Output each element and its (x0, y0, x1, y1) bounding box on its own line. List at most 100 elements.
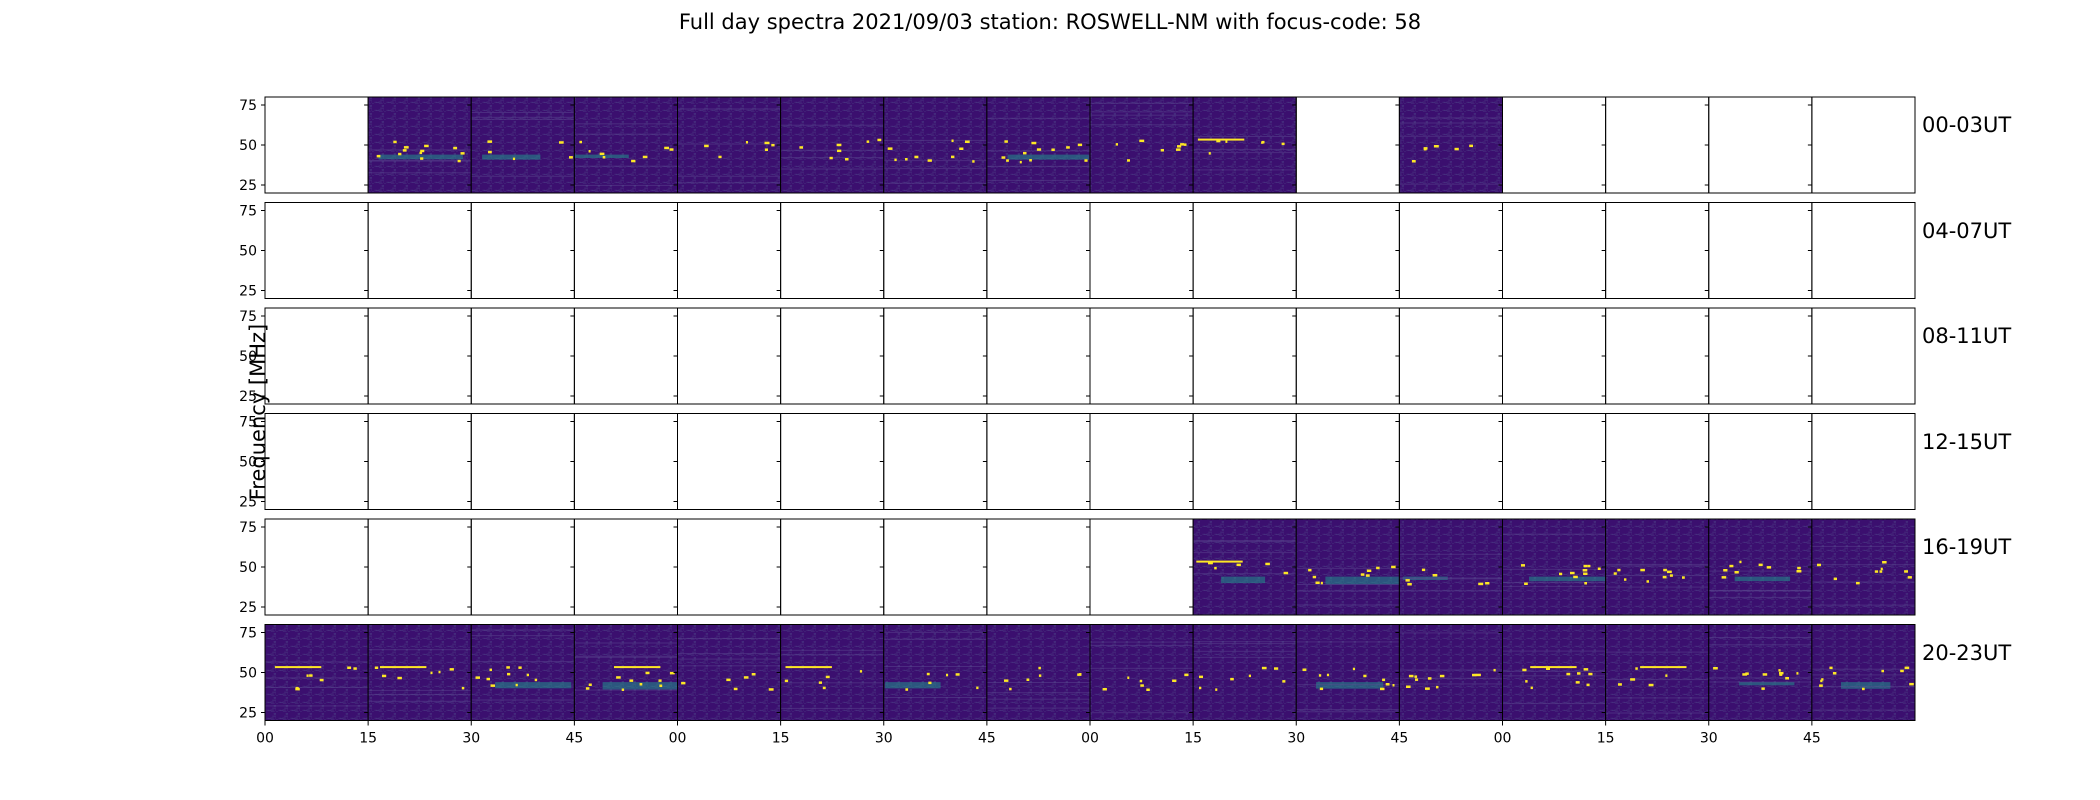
rfi-spike (1667, 570, 1672, 574)
row-label: 20-23UT (1922, 640, 2012, 665)
panel-frame (1605, 307, 1710, 405)
noise-line (883, 666, 987, 667)
panel-frame (367, 518, 472, 616)
rfi-spike (1583, 564, 1588, 568)
rfi-spike (946, 673, 949, 677)
rfi-spike (460, 152, 465, 155)
rfi-spike (506, 666, 510, 669)
rfi-spike (959, 147, 964, 150)
x-tick-label: 30 (1700, 731, 1718, 747)
rfi-spike (1761, 687, 1765, 690)
rfi-spike (1597, 567, 1601, 570)
rfi-spike (1380, 687, 1385, 691)
panel-frame (986, 413, 1091, 510)
rfi-spike (1172, 679, 1177, 682)
rfi-spike (526, 673, 529, 677)
noise-line (1193, 540, 1297, 542)
rfi-spike (926, 672, 930, 676)
noise-line (1296, 567, 1400, 569)
noise-line (1296, 709, 1400, 711)
rfi-spike (419, 151, 423, 155)
rfi-spike (1646, 580, 1649, 583)
rfi-spike (1281, 142, 1285, 146)
panel-frame (677, 202, 782, 299)
noise-line (1605, 697, 1709, 699)
spectrum-panel (368, 97, 472, 193)
rfi-spike (430, 671, 433, 675)
noise-line (1090, 114, 1194, 116)
row-20-23UT: 75 50 25 (239, 624, 1916, 722)
rfi-spike (1721, 576, 1727, 579)
row-label: 04-07UT (1922, 218, 2012, 243)
emission-band (1325, 576, 1412, 585)
noise-line (883, 168, 987, 170)
noise-line (1296, 584, 1400, 585)
panel-frame (1192, 202, 1297, 299)
panel-frame (573, 307, 678, 405)
rfi-spike (1248, 674, 1251, 678)
rfi-spike (1819, 684, 1823, 687)
noise-line (265, 677, 369, 679)
panel-frame (1398, 413, 1503, 510)
rfi-spike (1485, 582, 1490, 585)
spectrum-panel (368, 624, 472, 721)
noise-line (1193, 541, 1297, 543)
rfi-spike (1230, 677, 1234, 681)
rfi-spike (1856, 581, 1860, 585)
rfi-spike (845, 158, 849, 161)
rfi-spike (1874, 570, 1879, 573)
rfi-spike (1862, 687, 1865, 691)
noise-line (574, 165, 678, 167)
rfi-spike (1406, 685, 1411, 688)
rfi-spike (1778, 669, 1781, 672)
rfi-spike (928, 681, 932, 685)
rfi-spike (1319, 687, 1324, 691)
spectrum-panel (677, 97, 781, 193)
noise-line (780, 168, 884, 170)
rfi-spike (1648, 683, 1654, 687)
noise-line (1708, 677, 1812, 679)
panel-frame (780, 307, 885, 405)
rfi-spike (1796, 570, 1802, 573)
rfi-spike (972, 160, 975, 163)
noise-line (574, 656, 678, 658)
rfi-spike (453, 146, 458, 150)
noise-line (1605, 575, 1709, 577)
rfi-spike (726, 678, 731, 682)
rfi-spike (1665, 674, 1668, 677)
panel-frame (986, 307, 1091, 405)
panel-frame (470, 307, 575, 405)
rfi-spike (1832, 672, 1837, 675)
noise-line (574, 642, 678, 644)
rfi-spike (1320, 581, 1323, 585)
noise-line (1502, 582, 1606, 584)
rfi-spike (374, 666, 379, 669)
rfi-spike (631, 159, 636, 163)
panel-frame (470, 202, 575, 299)
spectrum-panel (1090, 624, 1194, 721)
panel-frame (1605, 96, 1710, 194)
rfi-spike (951, 155, 955, 159)
row-label: 12-15UT (1922, 429, 2012, 454)
rfi-spike (1208, 561, 1213, 565)
y-tick-label: 50 (239, 455, 257, 471)
rfi-spike (1004, 679, 1009, 682)
rfi-spike (669, 148, 674, 151)
spectrum-panel (1811, 624, 1915, 721)
rfi-spike (1566, 672, 1571, 676)
y-tick-label: 75 (239, 98, 257, 114)
rfi-spike (1308, 568, 1312, 572)
row-label: 08-11UT (1922, 324, 2012, 348)
noise-line (780, 707, 884, 709)
noise-line (883, 631, 987, 633)
spectrum-panel (1605, 624, 1709, 721)
rfi-line (1197, 138, 1245, 141)
rfi-line (274, 666, 322, 669)
rfi-spike (1613, 572, 1617, 575)
panel-frame (470, 413, 575, 510)
rfi-spike (1796, 672, 1799, 675)
panel-frame (1502, 202, 1607, 299)
rfi-spike (1236, 563, 1241, 567)
noise-line (1605, 712, 1709, 714)
noise-line (986, 682, 1090, 683)
